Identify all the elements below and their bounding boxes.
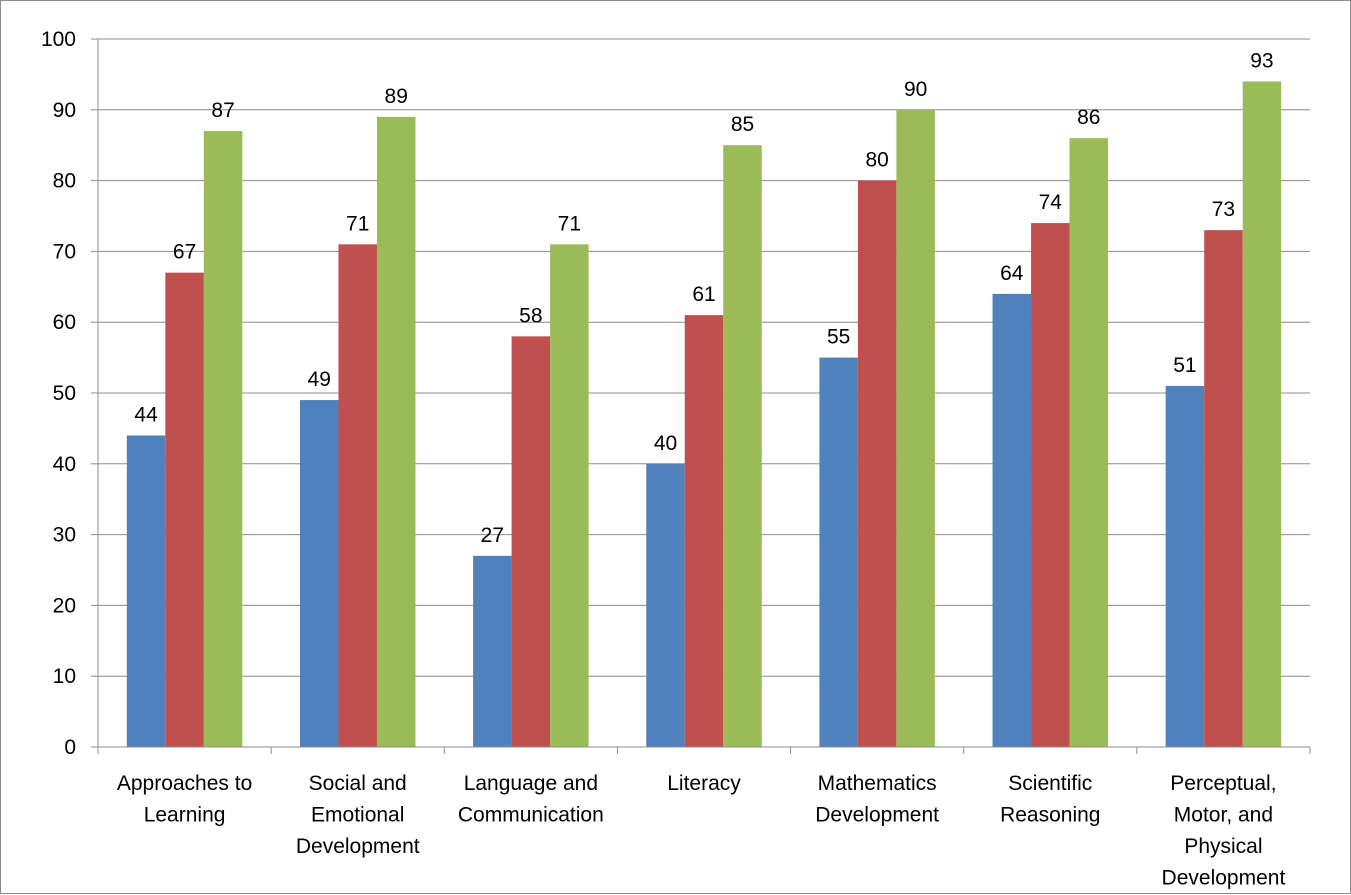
- category-label-line: Scientific: [1008, 772, 1092, 795]
- data-label: 73: [1212, 198, 1235, 221]
- data-label: 71: [558, 212, 581, 235]
- y-tick-label: 0: [64, 736, 76, 759]
- data-label: 85: [731, 113, 754, 136]
- data-label: 90: [904, 78, 927, 101]
- bar-series-3-1: [203, 131, 243, 748]
- data-label: 89: [385, 85, 408, 108]
- data-label: 27: [481, 524, 504, 547]
- bar-series-1-7: [1165, 385, 1205, 747]
- data-label: 55: [827, 326, 850, 349]
- y-tick-label: 40: [53, 453, 76, 476]
- data-label: 40: [654, 432, 677, 455]
- bar-series-1-5: [819, 357, 858, 747]
- bars: [126, 81, 1282, 748]
- data-label: 71: [346, 212, 369, 235]
- category-label-line: Mathematics: [818, 772, 937, 795]
- category-label-line: Literacy: [667, 772, 741, 795]
- bar-series-1-1: [126, 435, 166, 747]
- y-tick-label: 90: [53, 99, 76, 122]
- bar-series-3-5: [896, 109, 935, 748]
- y-tick-label: 70: [53, 240, 76, 263]
- bar-series-2-3: [511, 336, 551, 747]
- y-tick-label: 100: [41, 28, 76, 51]
- category-label: Literacy: [667, 772, 741, 795]
- bar-series-2-5: [857, 180, 897, 748]
- bar-series-2-4: [684, 315, 724, 747]
- data-labels: 44 49 27 40 55 64 51 67 71 58 61 80 74 73 87 89 71 85 90 86…: [134, 49, 1273, 546]
- category-label-line: Motor, and: [1174, 804, 1273, 827]
- data-label: 67: [173, 241, 196, 264]
- bar-series-2-1: [165, 272, 204, 747]
- category-label-line: Development: [1162, 867, 1286, 890]
- y-tick-label: 30: [53, 524, 76, 547]
- axes: [91, 38, 1311, 754]
- bar-series-3-2: [376, 116, 416, 747]
- bar-series-1-2: [299, 400, 339, 747]
- category-label-line: Physical: [1184, 835, 1262, 858]
- y-tick-label: 50: [53, 382, 76, 405]
- category-label-line: Emotional: [311, 804, 404, 827]
- bar-series-3-4: [723, 145, 762, 747]
- category-label-line: Learning: [144, 804, 226, 827]
- data-label: 80: [865, 149, 888, 172]
- category-label-line: Language and: [464, 772, 598, 795]
- data-label: 93: [1250, 49, 1273, 72]
- bar-series-2-2: [338, 244, 377, 747]
- category-label: Scientific Reasoning: [1000, 772, 1100, 827]
- data-label: 49: [308, 368, 331, 391]
- y-tick-labels: 0 10 20 30 40 50 60 70 80 90 100: [41, 28, 76, 759]
- category-label: Mathematics Development: [815, 772, 939, 827]
- data-label: 44: [134, 403, 158, 426]
- bar-series-3-6: [1069, 138, 1109, 747]
- bar-series-1-6: [992, 293, 1032, 747]
- data-label: 87: [211, 99, 234, 122]
- bar-series-2-6: [1031, 223, 1070, 747]
- category-label-line: Reasoning: [1000, 804, 1100, 827]
- y-tick-label: 80: [53, 170, 76, 193]
- data-label: 64: [1000, 262, 1024, 285]
- data-label: 86: [1077, 106, 1100, 129]
- category-label: Perceptual, Motor, and Physical Development: [1162, 772, 1286, 890]
- y-tick-label: 60: [53, 311, 76, 334]
- category-label-line: Social and: [309, 772, 407, 795]
- data-label: 51: [1173, 354, 1196, 377]
- data-label: 74: [1039, 191, 1063, 214]
- bar-series-3-3: [550, 244, 589, 747]
- category-label-line: Communication: [458, 804, 604, 827]
- y-tick-label: 10: [53, 665, 76, 688]
- data-label: 58: [519, 304, 542, 327]
- bar-series-3-7: [1242, 81, 1282, 748]
- category-label-line: Perceptual,: [1170, 772, 1276, 795]
- category-label: Language and Communication: [458, 772, 604, 827]
- data-label: 61: [692, 283, 715, 306]
- category-label-line: Development: [815, 804, 939, 827]
- bar-series-1-3: [473, 555, 512, 747]
- category-label-line: Approaches to: [117, 772, 252, 795]
- category-label: Social and Emotional Development: [296, 772, 420, 858]
- category-label-line: Development: [296, 835, 420, 858]
- bar-series-1-4: [646, 463, 685, 747]
- category-label: Approaches to Learning: [117, 772, 252, 827]
- bar-series-2-7: [1204, 230, 1243, 747]
- y-tick-label: 20: [53, 594, 76, 617]
- category-labels: Approaches to Learning Social and Emotional…: [117, 772, 1286, 890]
